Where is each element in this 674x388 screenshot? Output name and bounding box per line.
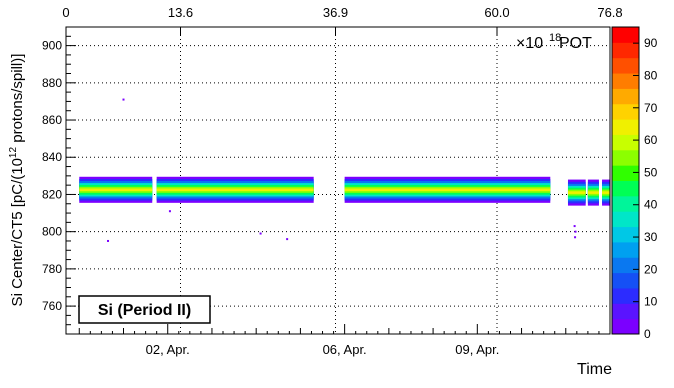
colorbar-tick-label: 90 <box>644 36 658 50</box>
colorbar-segment <box>612 149 639 166</box>
x-axis-tick-label: 02, Apr. <box>146 342 190 357</box>
y-axis-title-pre: Si Center/CT5 [pC/(10 <box>9 158 26 306</box>
y-axis-title: Si Center/CT5 [pC/(1012 protons/spill)] <box>8 54 26 307</box>
colorbar-segment <box>612 180 639 197</box>
data-band <box>156 176 314 203</box>
outlier-point <box>122 98 125 101</box>
colorbar-segment <box>612 73 639 89</box>
outlier-point <box>574 230 577 233</box>
outlier-point <box>573 225 576 228</box>
y-axis-tick-label: 780 <box>42 262 62 276</box>
top-axis-tick-label: 76.8 <box>597 5 622 20</box>
outlier-point <box>286 238 289 241</box>
band-density-layer <box>567 191 586 194</box>
x-axis-title: Time <box>577 361 612 378</box>
y-axis-tick-label: 900 <box>42 39 62 53</box>
band-density-layer <box>587 191 599 194</box>
grid-lines <box>66 27 610 334</box>
y-axis-title-post: protons/spill)] <box>9 54 26 147</box>
colorbar-tick-label: 40 <box>644 198 658 212</box>
colorbar-segment <box>612 42 639 59</box>
colorbar-segment <box>612 318 639 335</box>
colorbar-segment <box>612 272 639 289</box>
y-axis-tick-label: 860 <box>42 113 62 127</box>
colorbar-segment <box>612 226 639 243</box>
y-axis-tick-label: 760 <box>42 299 62 313</box>
data-band <box>567 179 586 206</box>
colorbar-segment <box>612 165 639 181</box>
y-axis-tick-label: 880 <box>42 76 62 90</box>
data-band <box>587 179 599 206</box>
colorbar-tick-label: 20 <box>644 262 658 276</box>
data-band <box>602 179 610 206</box>
x-axis-tick-label: 09, Apr. <box>455 342 499 357</box>
plot-frame <box>65 26 611 335</box>
colorbar-segment <box>612 103 639 120</box>
colorbar-tick-label: 0 <box>644 327 651 341</box>
outlier-points <box>107 98 577 242</box>
data-band <box>79 176 153 203</box>
band-density-layer <box>156 188 314 192</box>
y-axis-tick-label: 820 <box>42 187 62 201</box>
outlier-point <box>259 232 262 235</box>
colorbar-segment <box>612 88 639 105</box>
colorbar-tick-label: 70 <box>644 101 658 115</box>
top-axis-unit: ×10 18 POT <box>516 32 592 52</box>
outlier-point <box>168 210 171 213</box>
top-axis-tick-label: 36.9 <box>323 5 348 20</box>
top-axis-unit-exp: 18 <box>549 32 561 44</box>
top-axis-tick-label: 0 <box>62 5 69 20</box>
colorbar-tick-label: 10 <box>644 295 658 309</box>
colorbar-segment <box>612 119 639 135</box>
data-band <box>344 176 551 203</box>
data-bands <box>79 176 610 206</box>
colorbar-segment <box>612 287 639 304</box>
colorbar-segment <box>612 57 639 74</box>
colorbar-segment <box>612 303 639 320</box>
colorbar-tick-label: 80 <box>644 68 658 82</box>
colorbar-segment <box>612 27 639 43</box>
band-density-layer <box>344 188 551 192</box>
x-axis-tick-label: 06, Apr. <box>323 342 367 357</box>
outlier-point <box>574 236 577 239</box>
top-axis-tick-label: 13.6 <box>168 5 193 20</box>
colorbar-segment <box>612 211 639 228</box>
top-axis-unit-prefix: ×10 <box>516 35 543 52</box>
y-axis-title-sup: 12 <box>8 146 19 158</box>
annotation-box: Si (Period II) <box>78 295 211 324</box>
colorbar-segment <box>612 241 639 258</box>
colorbar-tick-label: 60 <box>644 133 658 147</box>
color-scale-bar: 0 10 20 30 40 50 60 70 80 90 <box>611 26 658 341</box>
top-axis-tick-label: 60.0 <box>484 5 509 20</box>
axes: 0 13.6 36.9 60.0 76.8 760 780 800 820 840 860 880 90… <box>42 5 623 357</box>
band-density-layer <box>602 191 610 194</box>
annotation-frame <box>78 295 211 324</box>
top-axis-unit-suffix: POT <box>559 35 592 52</box>
band-density-layer <box>79 188 153 192</box>
y-axis-tick-label: 840 <box>42 150 62 164</box>
y-axis-tick-label: 800 <box>42 225 62 239</box>
colorbar-frame <box>611 26 640 335</box>
annotation-label: Si (Period II) <box>98 302 191 319</box>
colorbar-tick-label: 30 <box>644 230 658 244</box>
colorbar-segment <box>612 134 639 151</box>
colorbar-segment <box>612 195 639 212</box>
outlier-point <box>107 239 110 242</box>
colorbar-tick-label: 50 <box>644 165 658 179</box>
colorbar-segment <box>612 257 639 274</box>
